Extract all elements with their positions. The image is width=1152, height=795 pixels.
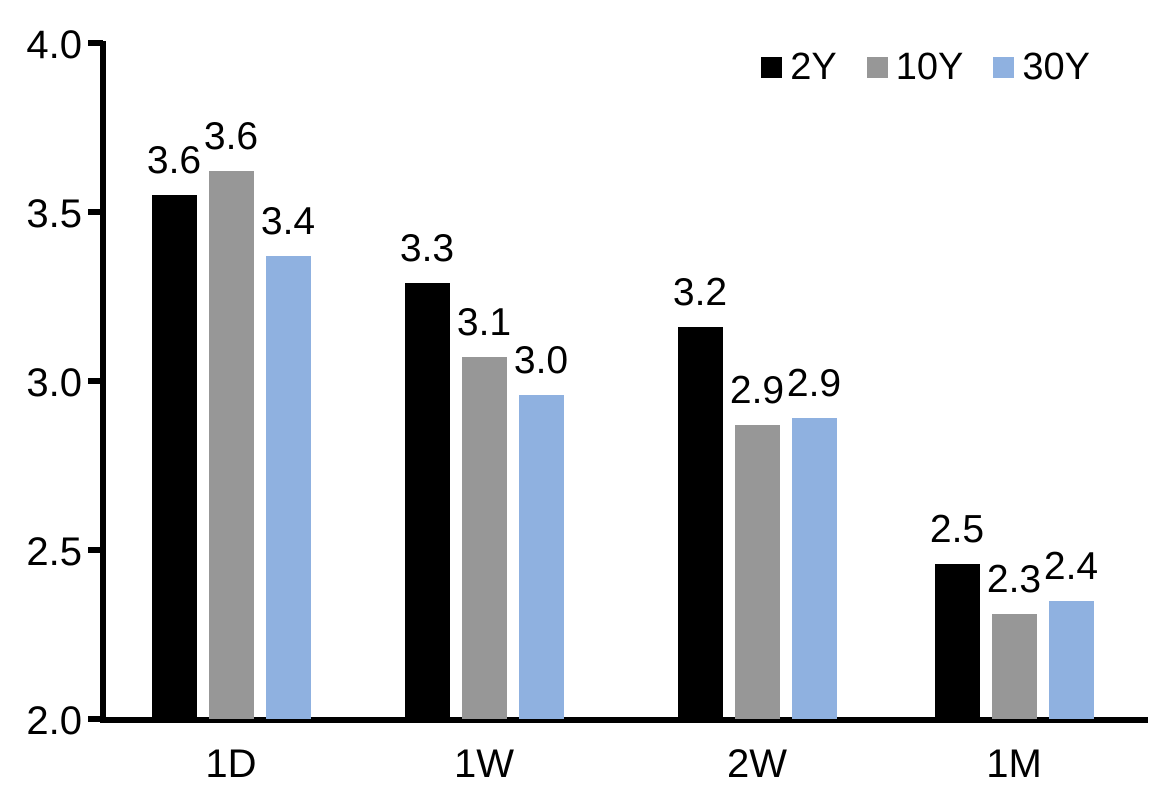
bar-value-label: 2.4 — [1043, 544, 1099, 588]
x-axis-label-1W: 1W — [454, 742, 514, 786]
legend-swatch-icon — [761, 56, 783, 78]
bar-value-label: 2.9 — [729, 368, 785, 412]
y-tick-label: 4.0 — [26, 23, 82, 67]
bar-value-label: 3.3 — [399, 226, 455, 270]
y-tick-label: 2.5 — [26, 530, 82, 574]
bar-2Y-1M — [934, 563, 980, 719]
legend-item-2Y: 2Y — [761, 46, 837, 88]
bar-30Y-1W — [518, 394, 564, 719]
y-tick-label: 3.0 — [26, 361, 82, 405]
bar-10Y-1D — [208, 171, 254, 719]
x-axis-line — [100, 717, 1148, 723]
x-axis-label-1M: 1M — [986, 742, 1042, 786]
bar-10Y-1W — [461, 357, 507, 719]
bar-value-label: 3.2 — [672, 270, 728, 314]
bar-10Y-1M — [991, 614, 1037, 719]
bar-value-label: 2.3 — [986, 558, 1042, 602]
bar-30Y-1D — [265, 255, 311, 719]
legend-label: 30Y — [1022, 46, 1090, 88]
bar-value-label: 3.4 — [260, 199, 316, 243]
legend: 2Y 10Y 30Y — [761, 48, 1090, 86]
legend-item-10Y: 10Y — [866, 46, 964, 88]
y-tick-mark — [88, 209, 103, 215]
legend-swatch-icon — [866, 56, 888, 78]
bar-value-label: 2.9 — [786, 362, 842, 406]
legend-label: 10Y — [895, 46, 964, 88]
y-tick-label: 3.5 — [26, 192, 82, 236]
bar-10Y-2W — [734, 424, 780, 719]
bar-value-label: 3.0 — [513, 338, 569, 382]
y-tick-mark — [88, 716, 103, 722]
bar-value-label: 3.6 — [146, 139, 202, 183]
bar-2Y-1D — [151, 195, 197, 719]
bar-30Y-1M — [1048, 600, 1094, 719]
y-tick-mark — [88, 547, 103, 553]
bar-value-label: 3.1 — [456, 301, 512, 345]
bar-2Y-2W — [677, 326, 723, 719]
bar-value-label: 2.5 — [929, 507, 985, 551]
legend-item-30Y: 30Y — [993, 48, 1090, 86]
y-axis-line — [100, 41, 106, 722]
bar-2Y-1W — [404, 282, 450, 719]
y-tick-mark — [88, 378, 103, 384]
legend-swatch-icon — [993, 56, 1015, 78]
bar-30Y-2W — [791, 418, 837, 719]
bar-value-label: 3.6 — [203, 115, 259, 159]
x-axis-label-2W: 2W — [727, 742, 787, 786]
legend-label: 2Y — [790, 46, 837, 88]
x-axis-label-1D: 1D — [205, 742, 257, 786]
y-tick-mark — [88, 40, 103, 46]
y-tick-label: 2.0 — [26, 699, 82, 743]
